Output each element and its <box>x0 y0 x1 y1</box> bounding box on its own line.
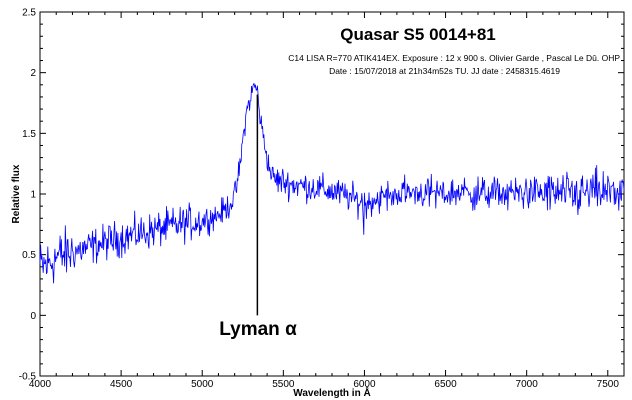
axis-ticks: 4000 4500 5000 5500 6000 6500 7000 7500 -0.5 0 0.5… <box>19 8 625 390</box>
x-tick-label: 4000 <box>29 379 52 390</box>
x-tick-label: 7500 <box>597 379 620 390</box>
chart-subtitle-line1: C14 LISA R=770 ATIK414EX. Exposure : 12 … <box>288 53 620 63</box>
x-tick-label: 6000 <box>353 379 376 390</box>
lyman-alpha-annotation: Lyman α <box>219 319 297 340</box>
y-tick-label: 0.5 <box>22 250 36 261</box>
chart-title: Quasar S5 0014+81 <box>340 25 495 44</box>
spectrum-line <box>39 83 625 284</box>
y-tick-label: 2.5 <box>22 8 36 19</box>
x-tick-label: 5500 <box>272 379 295 390</box>
y-tick-label: 2 <box>30 68 36 79</box>
chart-subtitle-line2: Date : 15/07/2018 at 21h34m52s TU. JJ da… <box>329 66 560 76</box>
y-axis-title: Relative flux <box>11 164 22 223</box>
y-tick-label: 0 <box>30 311 36 322</box>
spectrum-series <box>39 83 625 284</box>
x-axis-title: Wavelength in Å <box>293 386 370 399</box>
x-tick-label: 4500 <box>110 379 133 390</box>
y-tick-label: 1.5 <box>22 129 36 140</box>
y-tick-label: -0.5 <box>19 372 37 383</box>
x-tick-label: 5000 <box>191 379 214 390</box>
x-tick-label: 6500 <box>434 379 457 390</box>
x-tick-label: 7000 <box>516 379 539 390</box>
y-tick-label: 1 <box>30 190 36 201</box>
